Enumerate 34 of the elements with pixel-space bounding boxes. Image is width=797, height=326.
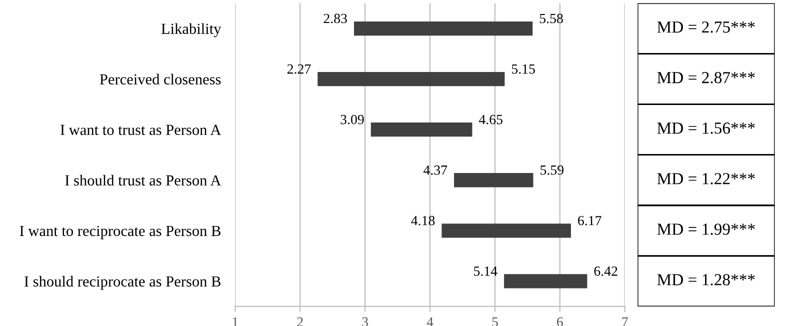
y-tick-label: Perceived closeness — [100, 74, 221, 85]
text: MD = 1.28*** — [657, 274, 755, 286]
x-tick-label: 2 — [297, 317, 303, 326]
bar — [318, 72, 505, 86]
y-tick-label: I want to reciprocate as Person B — [20, 226, 220, 240]
y-tick-label: I want to trust as Person A — [60, 124, 222, 136]
annotation: 5.15 — [512, 64, 535, 74]
text: MD = 1.56*** — [657, 122, 755, 134]
bar — [370, 122, 472, 137]
bar — [354, 21, 533, 36]
bar — [442, 224, 571, 238]
bar — [454, 173, 534, 188]
annotation: 5.58 — [540, 14, 563, 24]
text: MD = 1.99*** — [657, 224, 755, 235]
annotation: 5.59 — [540, 165, 564, 175]
x-tick-label: 7 — [622, 317, 628, 326]
annotation: 2.83 — [324, 14, 347, 24]
annotation: 2.27 — [287, 64, 311, 74]
annotation: 6.42 — [594, 266, 618, 276]
text: MD = 2.87*** — [657, 72, 755, 84]
text: MD = 1.22*** — [657, 173, 755, 184]
annotation: 6.17 — [578, 216, 602, 226]
annotation: 4.65 — [478, 114, 502, 124]
annotation: 4.37 — [423, 165, 448, 175]
y-tick-label: I should trust as Person A — [65, 174, 222, 186]
annotation: 3.09 — [340, 114, 364, 124]
bar — [504, 274, 588, 288]
x-tick-label: 1 — [232, 317, 238, 326]
annotation: 4.18 — [411, 216, 435, 226]
annotation: 5.14 — [474, 266, 498, 276]
x-tick-label: 4 — [426, 317, 434, 326]
text: MD = 2.75*** — [657, 21, 755, 33]
y-tick-label: I should reciprocate as Person B — [24, 276, 220, 290]
y-tick-label: Likability — [161, 23, 222, 38]
